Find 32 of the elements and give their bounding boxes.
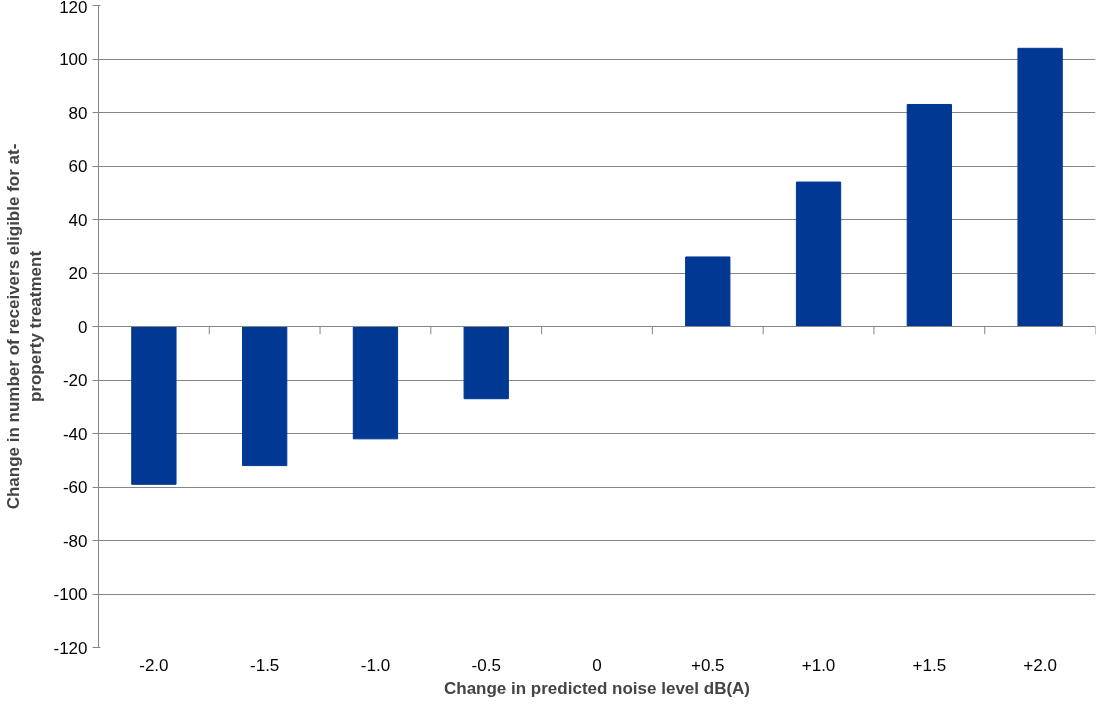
y-tick-label: -100 [53, 585, 88, 604]
bar [131, 326, 177, 485]
y-axis-title: Change in number of receivers eligible for at-property treatment [3, 143, 46, 510]
bar [463, 326, 509, 400]
x-tick-label: -1.0 [360, 655, 391, 675]
y-tick-label: -60 [62, 478, 88, 497]
bar [352, 326, 399, 440]
y-tick-label: -80 [62, 531, 88, 551]
bar [795, 181, 842, 327]
y-tick-label: 40 [68, 210, 88, 230]
y-tick-label: -20 [62, 371, 88, 390]
y-tick-label: 100 [59, 50, 88, 69]
x-tick-label: +1.5 [912, 655, 947, 675]
y-tick-label: -120 [53, 638, 88, 658]
y-tick-label: 80 [68, 103, 88, 123]
y-tick-label: 120 [59, 0, 88, 17]
bar [1017, 47, 1063, 327]
x-tick-label: +0.5 [691, 655, 725, 675]
y-tick-label: 60 [68, 157, 88, 176]
x-axis-title: Change in predicted noise level dB(A) [443, 678, 751, 698]
x-tick-label: -2.0 [139, 655, 169, 675]
bar [906, 103, 952, 327]
x-tick-label: -0.5 [471, 655, 501, 675]
x-tick-label: 0 [592, 655, 602, 675]
bar [242, 326, 288, 467]
bar [685, 256, 731, 327]
x-tick-label: -1.5 [250, 655, 280, 675]
y-tick-label: -40 [62, 424, 88, 444]
x-tick-label: +2.0 [1023, 655, 1057, 675]
x-tick-label: +1.0 [801, 655, 836, 675]
y-tick-label: 0 [78, 317, 88, 337]
y-tick-label: 20 [68, 264, 88, 283]
